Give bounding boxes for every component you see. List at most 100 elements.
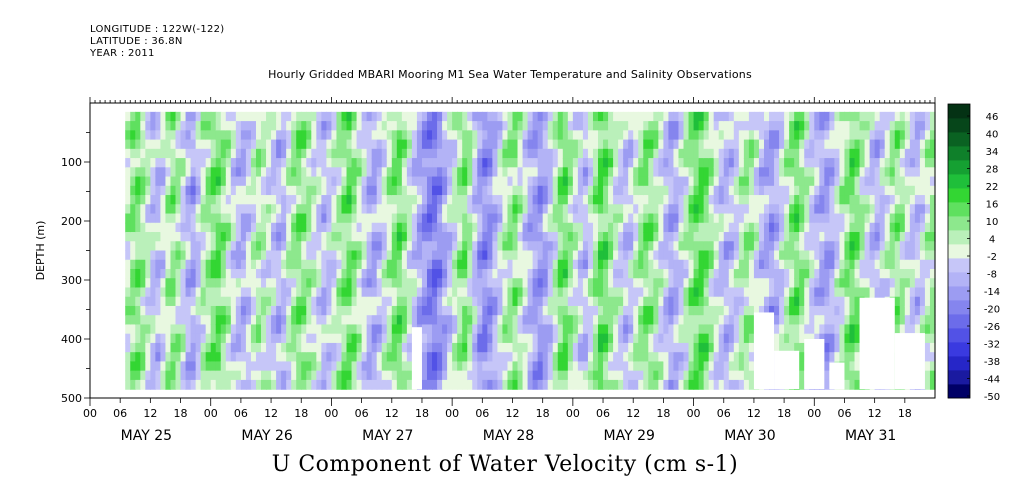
heatmap-cell <box>532 259 539 270</box>
heatmap-cell <box>929 139 936 150</box>
heatmap-cell <box>598 232 604 242</box>
heatmap-cell <box>391 333 398 344</box>
heatmap-cell <box>728 370 735 381</box>
heatmap-cell <box>613 268 619 279</box>
heatmap-cell <box>537 342 544 353</box>
heatmap-cell <box>899 139 906 150</box>
heatmap-cell <box>180 268 187 279</box>
heatmap-cell <box>240 333 247 344</box>
heatmap-cell <box>789 278 795 289</box>
heatmap-cell <box>633 158 639 168</box>
heatmap-cell <box>708 333 715 344</box>
heatmap-cell <box>502 139 509 150</box>
heatmap-cell <box>170 241 177 252</box>
heatmap-cell <box>663 287 670 298</box>
heatmap-cell <box>743 305 750 316</box>
heatmap-cell <box>663 315 670 326</box>
heatmap-cell <box>175 333 182 344</box>
heatmap-cell <box>834 130 841 141</box>
heatmap-cell <box>225 278 232 289</box>
heatmap-cell <box>864 278 871 289</box>
heatmap-cell <box>678 241 685 252</box>
heatmap-cell <box>557 315 564 326</box>
heatmap-cell <box>824 315 830 326</box>
heatmap-cell <box>321 342 327 353</box>
heatmap-cell <box>271 111 277 122</box>
heatmap-cell <box>376 185 383 196</box>
heatmap-cell <box>205 352 212 363</box>
heatmap-cell <box>150 185 156 196</box>
heatmap-cell <box>250 352 257 363</box>
heatmap-cell <box>633 296 639 307</box>
heatmap-cell <box>371 352 378 363</box>
heatmap-cell <box>522 361 529 372</box>
heatmap-cell <box>517 352 524 363</box>
heatmap-cell <box>311 287 317 298</box>
heatmap-cell <box>457 185 463 196</box>
heatmap-cell <box>623 204 629 215</box>
heatmap-cell <box>542 213 549 224</box>
heatmap-cell <box>366 333 373 344</box>
heatmap-cell <box>371 278 378 289</box>
heatmap-cell <box>210 379 217 390</box>
heatmap-cell <box>432 315 438 326</box>
heatmap-cell <box>442 352 448 363</box>
heatmap-cell <box>693 195 700 205</box>
heatmap-cell <box>567 370 574 381</box>
heatmap-cell <box>356 324 363 335</box>
heatmap-cell <box>125 268 131 279</box>
heatmap-cell <box>406 296 413 307</box>
heatmap-cell <box>426 296 433 307</box>
heatmap-cell <box>421 352 428 363</box>
heatmap-cell <box>361 324 368 335</box>
heatmap-cell <box>789 195 795 205</box>
heatmap-cell <box>502 287 509 298</box>
heatmap-cell <box>371 185 378 196</box>
heatmap-cell <box>406 195 413 205</box>
heatmap-cell <box>723 158 730 168</box>
heatmap-cell <box>577 259 584 270</box>
heatmap-cell <box>220 139 227 150</box>
heatmap-cell <box>140 130 146 141</box>
heatmap-cell <box>603 352 609 363</box>
heatmap-cell <box>205 250 212 261</box>
heatmap-cell <box>351 185 358 196</box>
heatmap-cell <box>331 305 338 316</box>
heatmap-cell <box>919 213 926 224</box>
heatmap-cell <box>577 148 584 159</box>
heatmap-cell <box>477 370 483 381</box>
heatmap-cell <box>271 287 277 298</box>
heatmap-cell <box>205 315 212 326</box>
heatmap-cell <box>482 204 488 215</box>
heatmap-cell <box>774 204 780 215</box>
heatmap-cell <box>874 139 881 150</box>
heatmap-cell <box>628 204 634 215</box>
heatmap-cell <box>683 222 690 233</box>
heatmap-cell <box>301 204 307 215</box>
heatmap-cell <box>864 185 871 196</box>
heatmap-cell <box>683 305 690 316</box>
heatmap-cell <box>608 250 614 261</box>
heatmap-cell <box>477 278 483 289</box>
heatmap-cell <box>336 250 343 261</box>
heatmap-cell <box>698 185 705 196</box>
heatmap-cell <box>658 185 664 196</box>
heatmap-cell <box>155 315 162 326</box>
heatmap-cell <box>738 148 745 159</box>
heatmap-cell <box>522 315 529 326</box>
heatmap-cell <box>839 222 846 233</box>
heatmap-cell <box>195 370 202 381</box>
heatmap-cell <box>447 148 453 159</box>
heatmap-cell <box>155 287 162 298</box>
heatmap-cell <box>261 148 267 159</box>
heatmap-cell <box>396 195 403 205</box>
heatmap-cell <box>688 176 695 187</box>
heatmap-cell <box>557 259 564 270</box>
heatmap-cell <box>603 296 609 307</box>
heatmap-cell <box>507 352 514 363</box>
heatmap-cell <box>230 315 237 326</box>
heatmap-cell <box>683 148 690 159</box>
heatmap-cell <box>271 213 277 224</box>
heatmap-cell <box>351 232 358 242</box>
heatmap-cell <box>718 213 725 224</box>
